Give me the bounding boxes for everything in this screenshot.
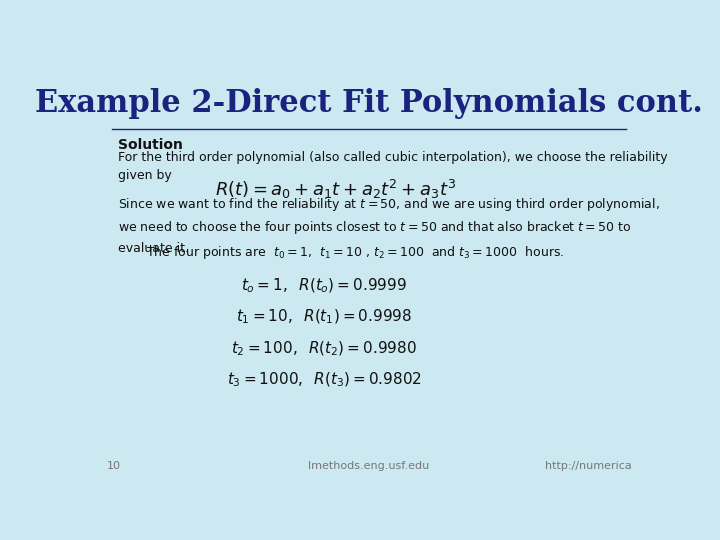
Text: lmethods.eng.usf.edu: lmethods.eng.usf.edu xyxy=(308,462,430,471)
Text: Since we want to find the reliability at $t = 50$, and we are using third order : Since we want to find the reliability at… xyxy=(118,196,660,255)
Text: $R(t)= a_0 + a_1 t + a_2 t^2 + a_3 t^3$: $R(t)= a_0 + a_1 t + a_2 t^2 + a_3 t^3$ xyxy=(215,178,456,201)
Text: For the third order polynomial (also called cubic interpolation), we choose the : For the third order polynomial (also cal… xyxy=(118,151,667,183)
Text: 10: 10 xyxy=(107,462,121,471)
Text: Solution: Solution xyxy=(118,138,183,152)
Text: $t_1 = 10, \;\; R(t_1) = 0.9998$: $t_1 = 10, \;\; R(t_1) = 0.9998$ xyxy=(236,308,413,327)
Text: $t_3 = 1000, \;\; R(t_3) = 0.9802$: $t_3 = 1000, \;\; R(t_3) = 0.9802$ xyxy=(227,370,422,389)
Text: $t_o = 1, \;\; R(t_o) = 0.9999$: $t_o = 1, \;\; R(t_o) = 0.9999$ xyxy=(241,277,408,295)
Text: $t_2 = 100, \;\; R(t_2) = 0.9980$: $t_2 = 100, \;\; R(t_2) = 0.9980$ xyxy=(231,339,418,357)
Text: The four points are  $t_0 = 1$,  $t_1 = 10$ , $t_2 = 100$  and $t_3 = 1000$  hou: The four points are $t_0 = 1$, $t_1 = 10… xyxy=(145,245,564,261)
Text: Example 2-Direct Fit Polynomials cont.: Example 2-Direct Fit Polynomials cont. xyxy=(35,87,703,119)
Text: http://numerica: http://numerica xyxy=(544,462,631,471)
